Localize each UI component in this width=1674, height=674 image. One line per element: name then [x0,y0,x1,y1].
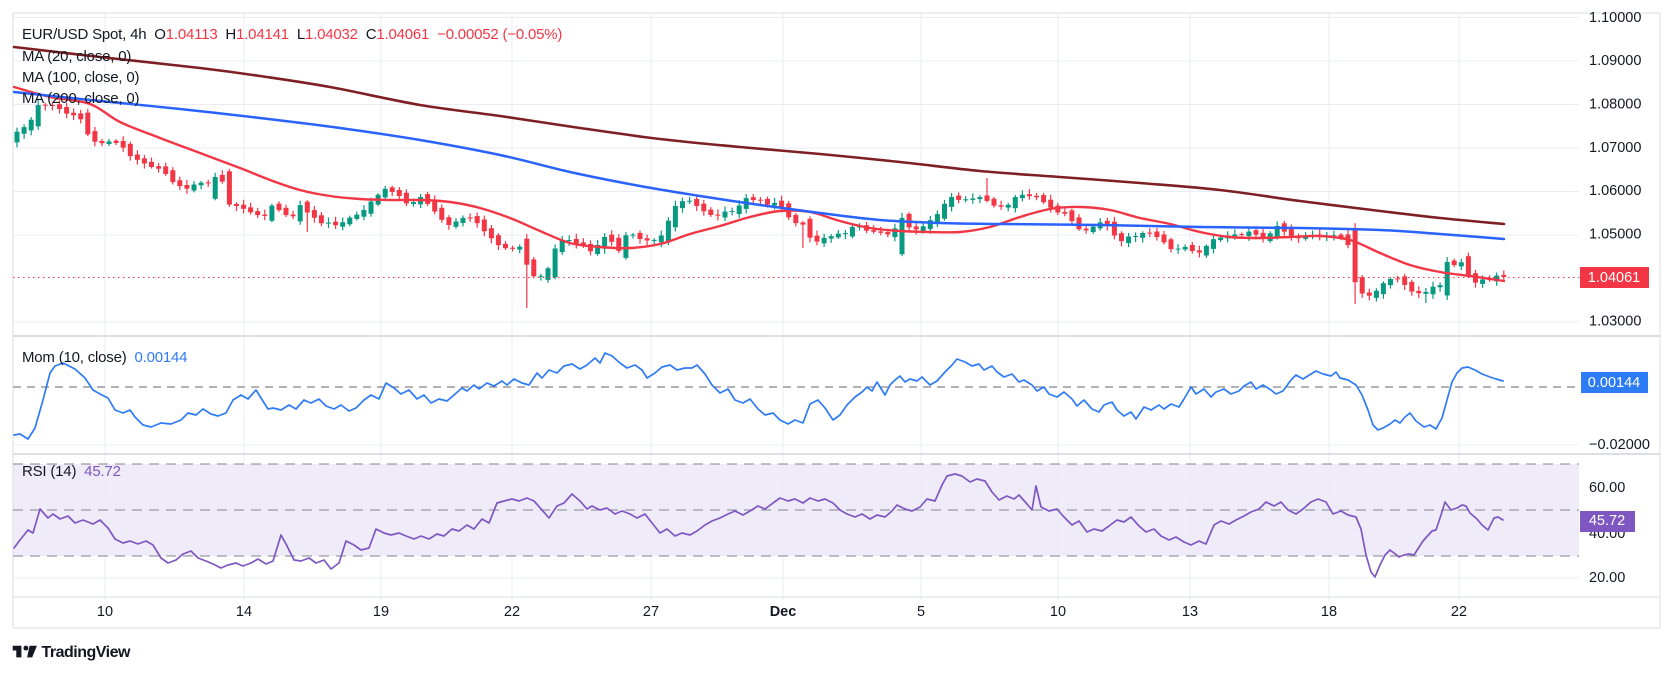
svg-text:10: 10 [1050,604,1066,620]
svg-text:1.07000: 1.07000 [1589,140,1641,156]
svg-text:Dec: Dec [770,604,797,620]
svg-text:22: 22 [504,604,520,620]
svg-text:−0.02000: −0.02000 [1589,437,1650,453]
svg-text:13: 13 [1182,604,1198,620]
svg-text:1.10000: 1.10000 [1589,10,1641,26]
svg-text:45.72: 45.72 [1589,513,1625,529]
svg-text:1.03000: 1.03000 [1589,314,1641,330]
svg-text:MA (200, close, 0): MA (200, close, 0) [22,90,139,107]
svg-text:14: 14 [236,604,252,620]
svg-text:MA (100, close, 0): MA (100, close, 0) [22,69,139,86]
svg-text:0.00144: 0.00144 [1588,375,1640,391]
svg-text:RSI (14) 45.72: RSI (14) 45.72 [22,463,121,480]
svg-text:MA (20, close, 0): MA (20, close, 0) [22,48,131,65]
svg-text:60.00: 60.00 [1589,480,1625,496]
svg-text:19: 19 [373,604,389,620]
svg-text:1.06000: 1.06000 [1589,183,1641,199]
svg-text:EUR/USD Spot, 4h O1.04113 H1: EUR/USD Spot, 4h O1.04113 H1.04141 L1.04… [22,26,562,43]
svg-text:27: 27 [643,604,659,620]
svg-text:Mom (10, close) 0.00144: Mom (10, close) 0.00144 [22,349,187,366]
svg-text:TradingView: TradingView [42,644,132,661]
svg-text:1.09000: 1.09000 [1589,53,1641,69]
svg-text:20.00: 20.00 [1589,570,1625,586]
svg-text:22: 22 [1451,604,1467,620]
svg-text:18: 18 [1321,604,1337,620]
svg-text:1.04061: 1.04061 [1588,270,1640,286]
svg-text:1.05000: 1.05000 [1589,227,1641,243]
svg-text:5: 5 [917,604,925,620]
svg-text:10: 10 [97,604,113,620]
svg-text:1.08000: 1.08000 [1589,97,1641,113]
